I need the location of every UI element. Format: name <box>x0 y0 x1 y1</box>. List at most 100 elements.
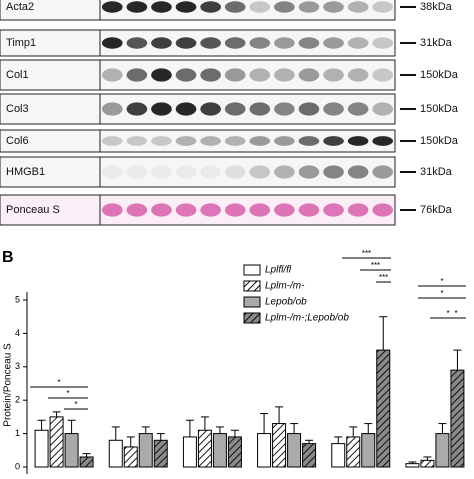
band <box>323 1 344 13</box>
band <box>151 203 172 217</box>
marker-label: 31kDa <box>420 166 453 178</box>
band <box>200 136 221 146</box>
band <box>372 203 394 217</box>
band <box>372 1 394 13</box>
band <box>274 203 295 217</box>
band <box>200 1 221 13</box>
y-tick-label: 5 <box>15 294 20 304</box>
blot-label: Acta2 <box>6 1 34 13</box>
band <box>298 37 320 49</box>
band <box>175 68 197 82</box>
band <box>347 102 369 116</box>
bar-hatch <box>198 430 212 467</box>
bar <box>34 429 49 468</box>
bar <box>435 433 450 468</box>
band <box>224 203 246 217</box>
bar <box>108 439 123 468</box>
blot-frame <box>0 0 396 21</box>
blot-label: Col1 <box>6 69 29 81</box>
bar-hatch <box>450 370 464 467</box>
band <box>372 102 394 116</box>
band <box>323 136 344 146</box>
band <box>224 165 246 179</box>
legend-label: Lplfl/fl <box>265 265 292 276</box>
y-tick-label: 0 <box>15 461 20 471</box>
blot-label: Col3 <box>6 103 29 115</box>
sig-mark: *** <box>362 249 371 258</box>
bar <box>257 433 272 468</box>
band <box>101 165 123 179</box>
band <box>323 37 344 49</box>
band <box>126 68 148 82</box>
band <box>323 165 344 179</box>
bar <box>287 433 302 468</box>
band <box>298 102 320 116</box>
band <box>372 68 394 82</box>
band <box>101 37 123 49</box>
sig-mark: * <box>74 400 77 409</box>
band <box>274 102 295 116</box>
legend-label: Lplm-/m-;Lepob/ob <box>265 313 349 324</box>
band <box>274 1 295 13</box>
band <box>200 68 221 82</box>
band <box>298 165 320 179</box>
bar-hatch <box>420 460 434 467</box>
band <box>372 136 394 146</box>
blot-frame <box>0 29 396 57</box>
y-tick-label: 3 <box>15 361 20 371</box>
band <box>372 165 394 179</box>
sig-mark: * <box>440 289 443 298</box>
bar-hatch <box>80 456 94 467</box>
marker-label: 150kDa <box>420 135 459 147</box>
band <box>126 37 148 49</box>
band <box>224 68 246 82</box>
band <box>126 136 148 146</box>
band <box>347 165 369 179</box>
band <box>200 102 221 116</box>
band <box>274 37 295 49</box>
legend-swatch <box>243 296 261 308</box>
legend-label: Lepob/ob <box>265 297 307 308</box>
band <box>175 203 197 217</box>
marker-label: 150kDa <box>420 69 459 81</box>
panel-label: B <box>2 249 14 266</box>
band <box>151 136 172 146</box>
bar <box>182 436 197 468</box>
band <box>298 136 320 146</box>
sig-mark: * <box>66 389 69 398</box>
band <box>323 68 344 82</box>
legend-hatch <box>244 281 260 291</box>
band <box>101 136 123 146</box>
blot-label: Col6 <box>6 135 29 147</box>
band <box>249 203 271 217</box>
band <box>200 203 221 217</box>
sig-mark: * <box>454 309 457 318</box>
band <box>175 165 197 179</box>
blot-frame <box>0 129 396 153</box>
bar <box>331 443 346 468</box>
sig-mark: * <box>440 277 443 286</box>
bar <box>212 433 227 468</box>
band <box>298 1 320 13</box>
marker-label: 76kDa <box>420 204 453 216</box>
band <box>151 102 172 116</box>
bar-hatch <box>302 443 316 467</box>
band <box>175 1 197 13</box>
blot-label: Ponceau S <box>6 204 60 216</box>
band <box>101 102 123 116</box>
legend-swatch <box>243 264 261 276</box>
band <box>151 37 172 49</box>
blot-frame <box>0 156 396 188</box>
band <box>101 68 123 82</box>
blot-panel: Acta2 38kDa Timp1 31kDa Col1 150kDa Col3 150kDa… <box>0 0 459 226</box>
band <box>224 1 246 13</box>
band <box>175 136 197 146</box>
marker-label: 38kDa <box>420 1 453 13</box>
marker-label: 150kDa <box>420 103 459 115</box>
band <box>347 1 369 13</box>
sig-mark: *** <box>371 261 380 270</box>
y-tick-label: 2 <box>15 395 20 405</box>
band <box>151 1 172 13</box>
bar-hatch <box>376 350 390 467</box>
